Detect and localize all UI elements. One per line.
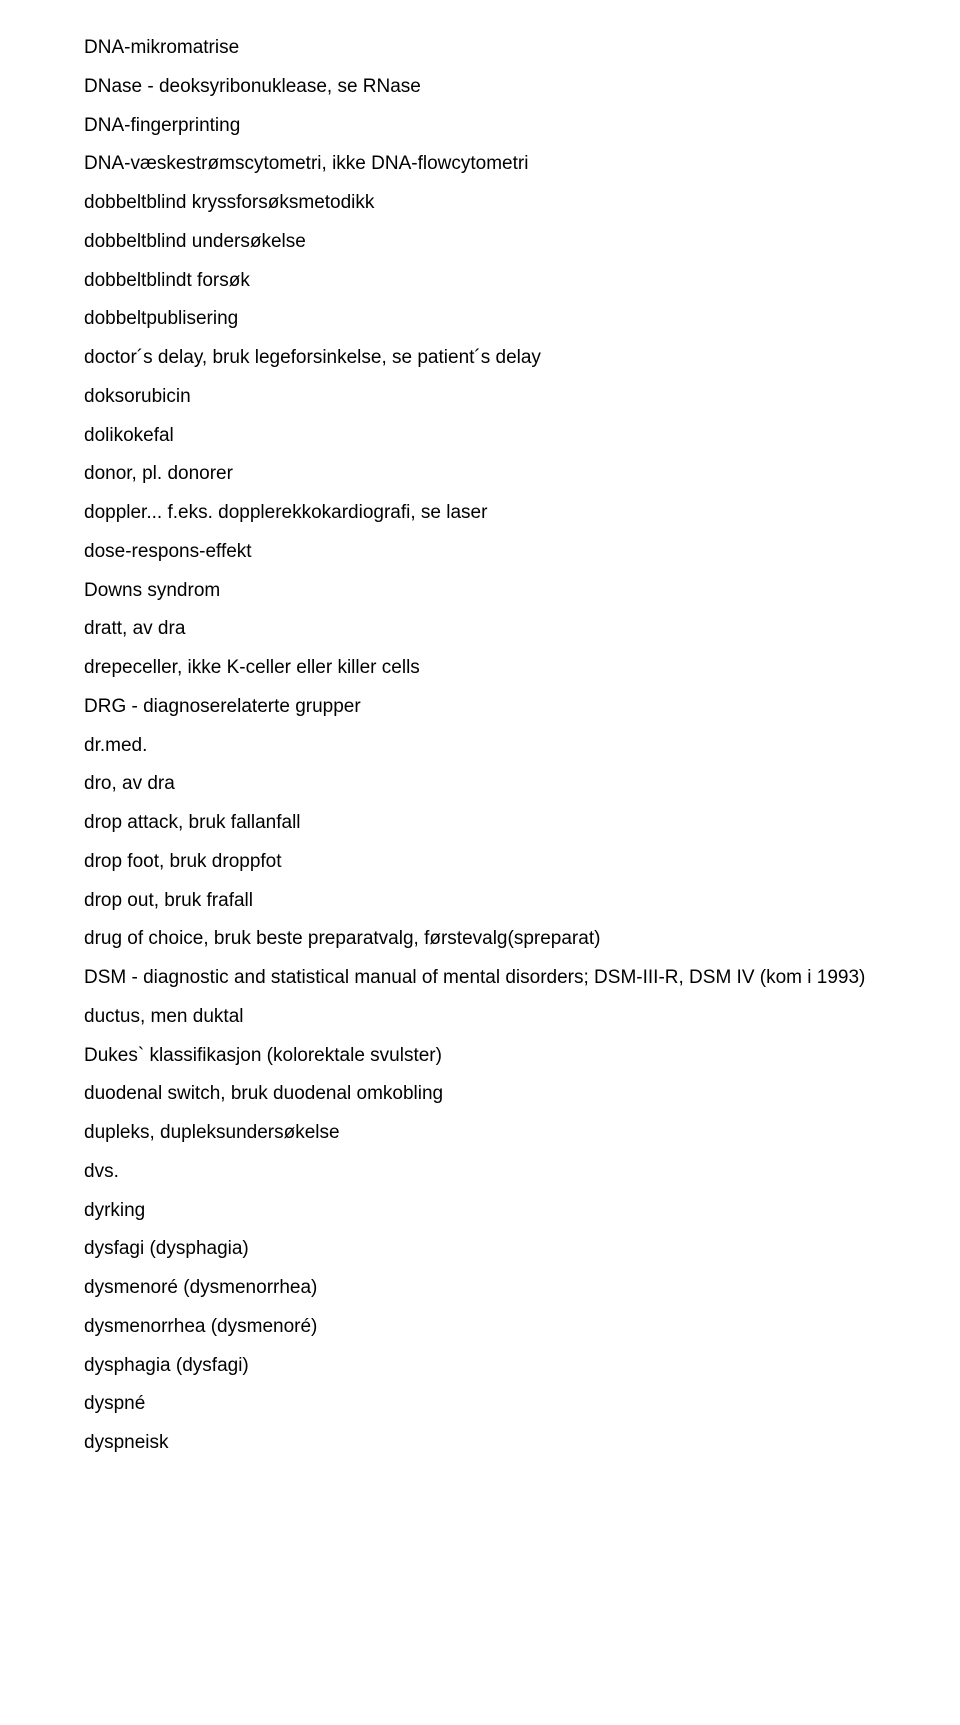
term-entry: drop attack, bruk fallanfall xyxy=(84,811,876,835)
term-entry: donor, pl. donorer xyxy=(84,462,876,486)
term-entry: DSM - diagnostic and statistical manual … xyxy=(84,966,876,990)
term-entry: dobbeltblind undersøkelse xyxy=(84,230,876,254)
term-entry: doksorubicin xyxy=(84,385,876,409)
term-entry: Downs syndrom xyxy=(84,579,876,603)
term-entry: dysphagia (dysfagi) xyxy=(84,1354,876,1378)
term-entry: ductus, men duktal xyxy=(84,1005,876,1029)
term-entry: Dukes` klassifikasjon (kolorektale svuls… xyxy=(84,1044,876,1068)
term-entry: dobbeltblind kryssforsøksmetodikk xyxy=(84,191,876,215)
term-entry: DNA-mikromatrise xyxy=(84,36,876,60)
term-entry: doctor´s delay, bruk legeforsinkelse, se… xyxy=(84,346,876,370)
term-entry: dratt, av dra xyxy=(84,617,876,641)
term-entry: dyrking xyxy=(84,1199,876,1223)
term-entry: dysmenorrhea (dysmenoré) xyxy=(84,1315,876,1339)
term-entry: drop out, bruk frafall xyxy=(84,889,876,913)
term-entry: doppler... f.eks. dopplerekkokardiografi… xyxy=(84,501,876,525)
term-entry: dolikokefal xyxy=(84,424,876,448)
terms-list: DNA-mikromatrise DNase - deoksyribonuklea… xyxy=(84,36,876,1455)
term-entry: dobbeltpublisering xyxy=(84,307,876,331)
term-entry: drop foot, bruk droppfot xyxy=(84,850,876,874)
term-entry: dvs. xyxy=(84,1160,876,1184)
term-entry: DNA-væskestrømscytometri, ikke DNA-flowc… xyxy=(84,152,876,176)
term-entry: dyspneisk xyxy=(84,1431,876,1455)
term-entry: dobbeltblindt forsøk xyxy=(84,269,876,293)
term-entry: dose-respons-effekt xyxy=(84,540,876,564)
term-entry: DRG - diagnoserelaterte grupper xyxy=(84,695,876,719)
term-entry: dro, av dra xyxy=(84,772,876,796)
term-entry: dupleks, dupleksundersøkelse xyxy=(84,1121,876,1145)
term-entry: drug of choice, bruk beste preparatvalg,… xyxy=(84,927,876,951)
term-entry: dysmenoré (dysmenorrhea) xyxy=(84,1276,876,1300)
term-entry: DNA-fingerprinting xyxy=(84,114,876,138)
term-entry: dysfagi (dysphagia) xyxy=(84,1237,876,1261)
term-entry: drepeceller, ikke K-celler eller killer … xyxy=(84,656,876,680)
document-page: DNA-mikromatrise DNase - deoksyribonuklea… xyxy=(0,0,960,1510)
term-entry: dyspné xyxy=(84,1392,876,1416)
term-entry: duodenal switch, bruk duodenal omkobling xyxy=(84,1082,876,1106)
term-entry: dr.med. xyxy=(84,734,876,758)
term-entry: DNase - deoksyribonuklease, se RNase xyxy=(84,75,876,99)
